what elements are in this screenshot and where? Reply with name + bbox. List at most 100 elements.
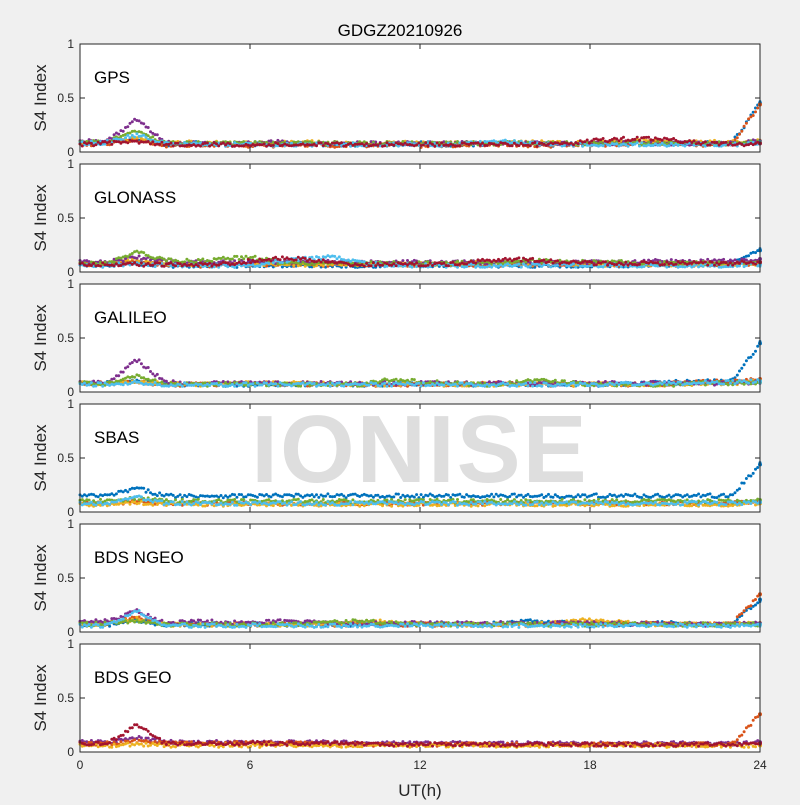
data-point: [311, 256, 314, 259]
y-tick-label: 0.5: [57, 91, 74, 105]
data-point: [210, 260, 213, 263]
y-axis-label: S4 Index: [31, 64, 50, 132]
data-point: [165, 260, 168, 263]
data-point: [683, 145, 686, 148]
data-point: [199, 145, 202, 148]
data-point: [226, 265, 229, 268]
data-point: [702, 265, 705, 268]
data-point: [297, 256, 300, 259]
data-point: [304, 257, 307, 260]
data-point: [376, 144, 379, 147]
data-point: [172, 144, 175, 147]
data-point: [322, 144, 325, 147]
data-point: [672, 137, 675, 140]
data-point: [529, 265, 532, 268]
data-point: [456, 260, 459, 263]
data-point: [713, 264, 716, 267]
data-point: [636, 141, 639, 144]
data-point: [647, 136, 650, 139]
data-point: [281, 261, 284, 264]
data-point: [745, 359, 748, 362]
data-point: [92, 262, 95, 265]
plot-area: [80, 164, 760, 272]
data-point: [210, 265, 213, 268]
data-point: [618, 139, 621, 142]
data-point: [497, 144, 500, 147]
data-point: [415, 261, 418, 264]
data-point: [320, 261, 323, 264]
data-point: [442, 262, 445, 265]
data-point: [674, 263, 677, 266]
data-point: [663, 263, 666, 266]
data-point: [643, 265, 646, 268]
data-point: [436, 141, 439, 144]
data-point: [595, 263, 598, 266]
data-point: [270, 259, 273, 262]
data-point: [122, 130, 125, 133]
y-tick-label: 0.5: [57, 211, 74, 225]
data-point: [511, 144, 514, 147]
data-point: [709, 143, 712, 146]
data-point: [754, 350, 757, 353]
data-point: [320, 141, 323, 144]
data-point: [458, 144, 461, 147]
data-point: [615, 142, 618, 145]
data-point: [670, 258, 673, 261]
data-point: [381, 264, 384, 267]
data-point: [440, 141, 443, 144]
data-point: [156, 133, 159, 136]
data-point: [145, 136, 148, 139]
data-point: [272, 261, 275, 264]
data-point: [99, 265, 102, 268]
data-point: [724, 141, 727, 144]
y-tick-label: 1: [67, 157, 74, 171]
data-point: [727, 263, 730, 266]
y-tick-label: 1: [67, 37, 74, 51]
data-point: [495, 260, 498, 263]
data-point: [481, 142, 484, 145]
data-point: [245, 255, 248, 258]
data-point: [197, 264, 200, 267]
data-point: [704, 261, 707, 264]
data-point: [520, 142, 523, 145]
data-point: [620, 259, 623, 262]
data-point: [738, 262, 741, 265]
data-point: [743, 363, 746, 366]
data-point: [392, 144, 395, 147]
data-point: [486, 144, 489, 147]
data-point: [745, 122, 748, 125]
data-point: [263, 142, 266, 145]
data-point: [242, 257, 245, 260]
data-point: [401, 259, 404, 262]
data-point: [94, 143, 97, 146]
data-point: [395, 264, 398, 267]
data-point: [383, 144, 386, 147]
data-point: [427, 264, 430, 267]
data-point: [279, 258, 282, 261]
data-point: [131, 120, 134, 123]
data-point: [206, 142, 209, 145]
data-point: [333, 255, 336, 258]
data-point: [740, 367, 743, 370]
data-point: [572, 143, 575, 146]
data-point: [581, 145, 584, 148]
data-point: [752, 353, 755, 356]
data-point: [365, 262, 368, 265]
data-point: [217, 144, 220, 147]
data-point: [110, 143, 113, 146]
data-point: [108, 140, 111, 143]
data-point: [254, 140, 257, 143]
constellation-label: GPS: [94, 68, 130, 87]
plot-area: [80, 284, 760, 392]
data-point: [272, 144, 275, 147]
data-point: [138, 264, 141, 267]
data-point: [738, 133, 741, 136]
data-point: [547, 260, 550, 263]
data-point: [520, 266, 523, 269]
data-point: [133, 261, 136, 264]
data-point: [586, 139, 589, 142]
data-point: [126, 134, 129, 137]
data-point: [363, 265, 366, 268]
data-point: [81, 145, 84, 148]
